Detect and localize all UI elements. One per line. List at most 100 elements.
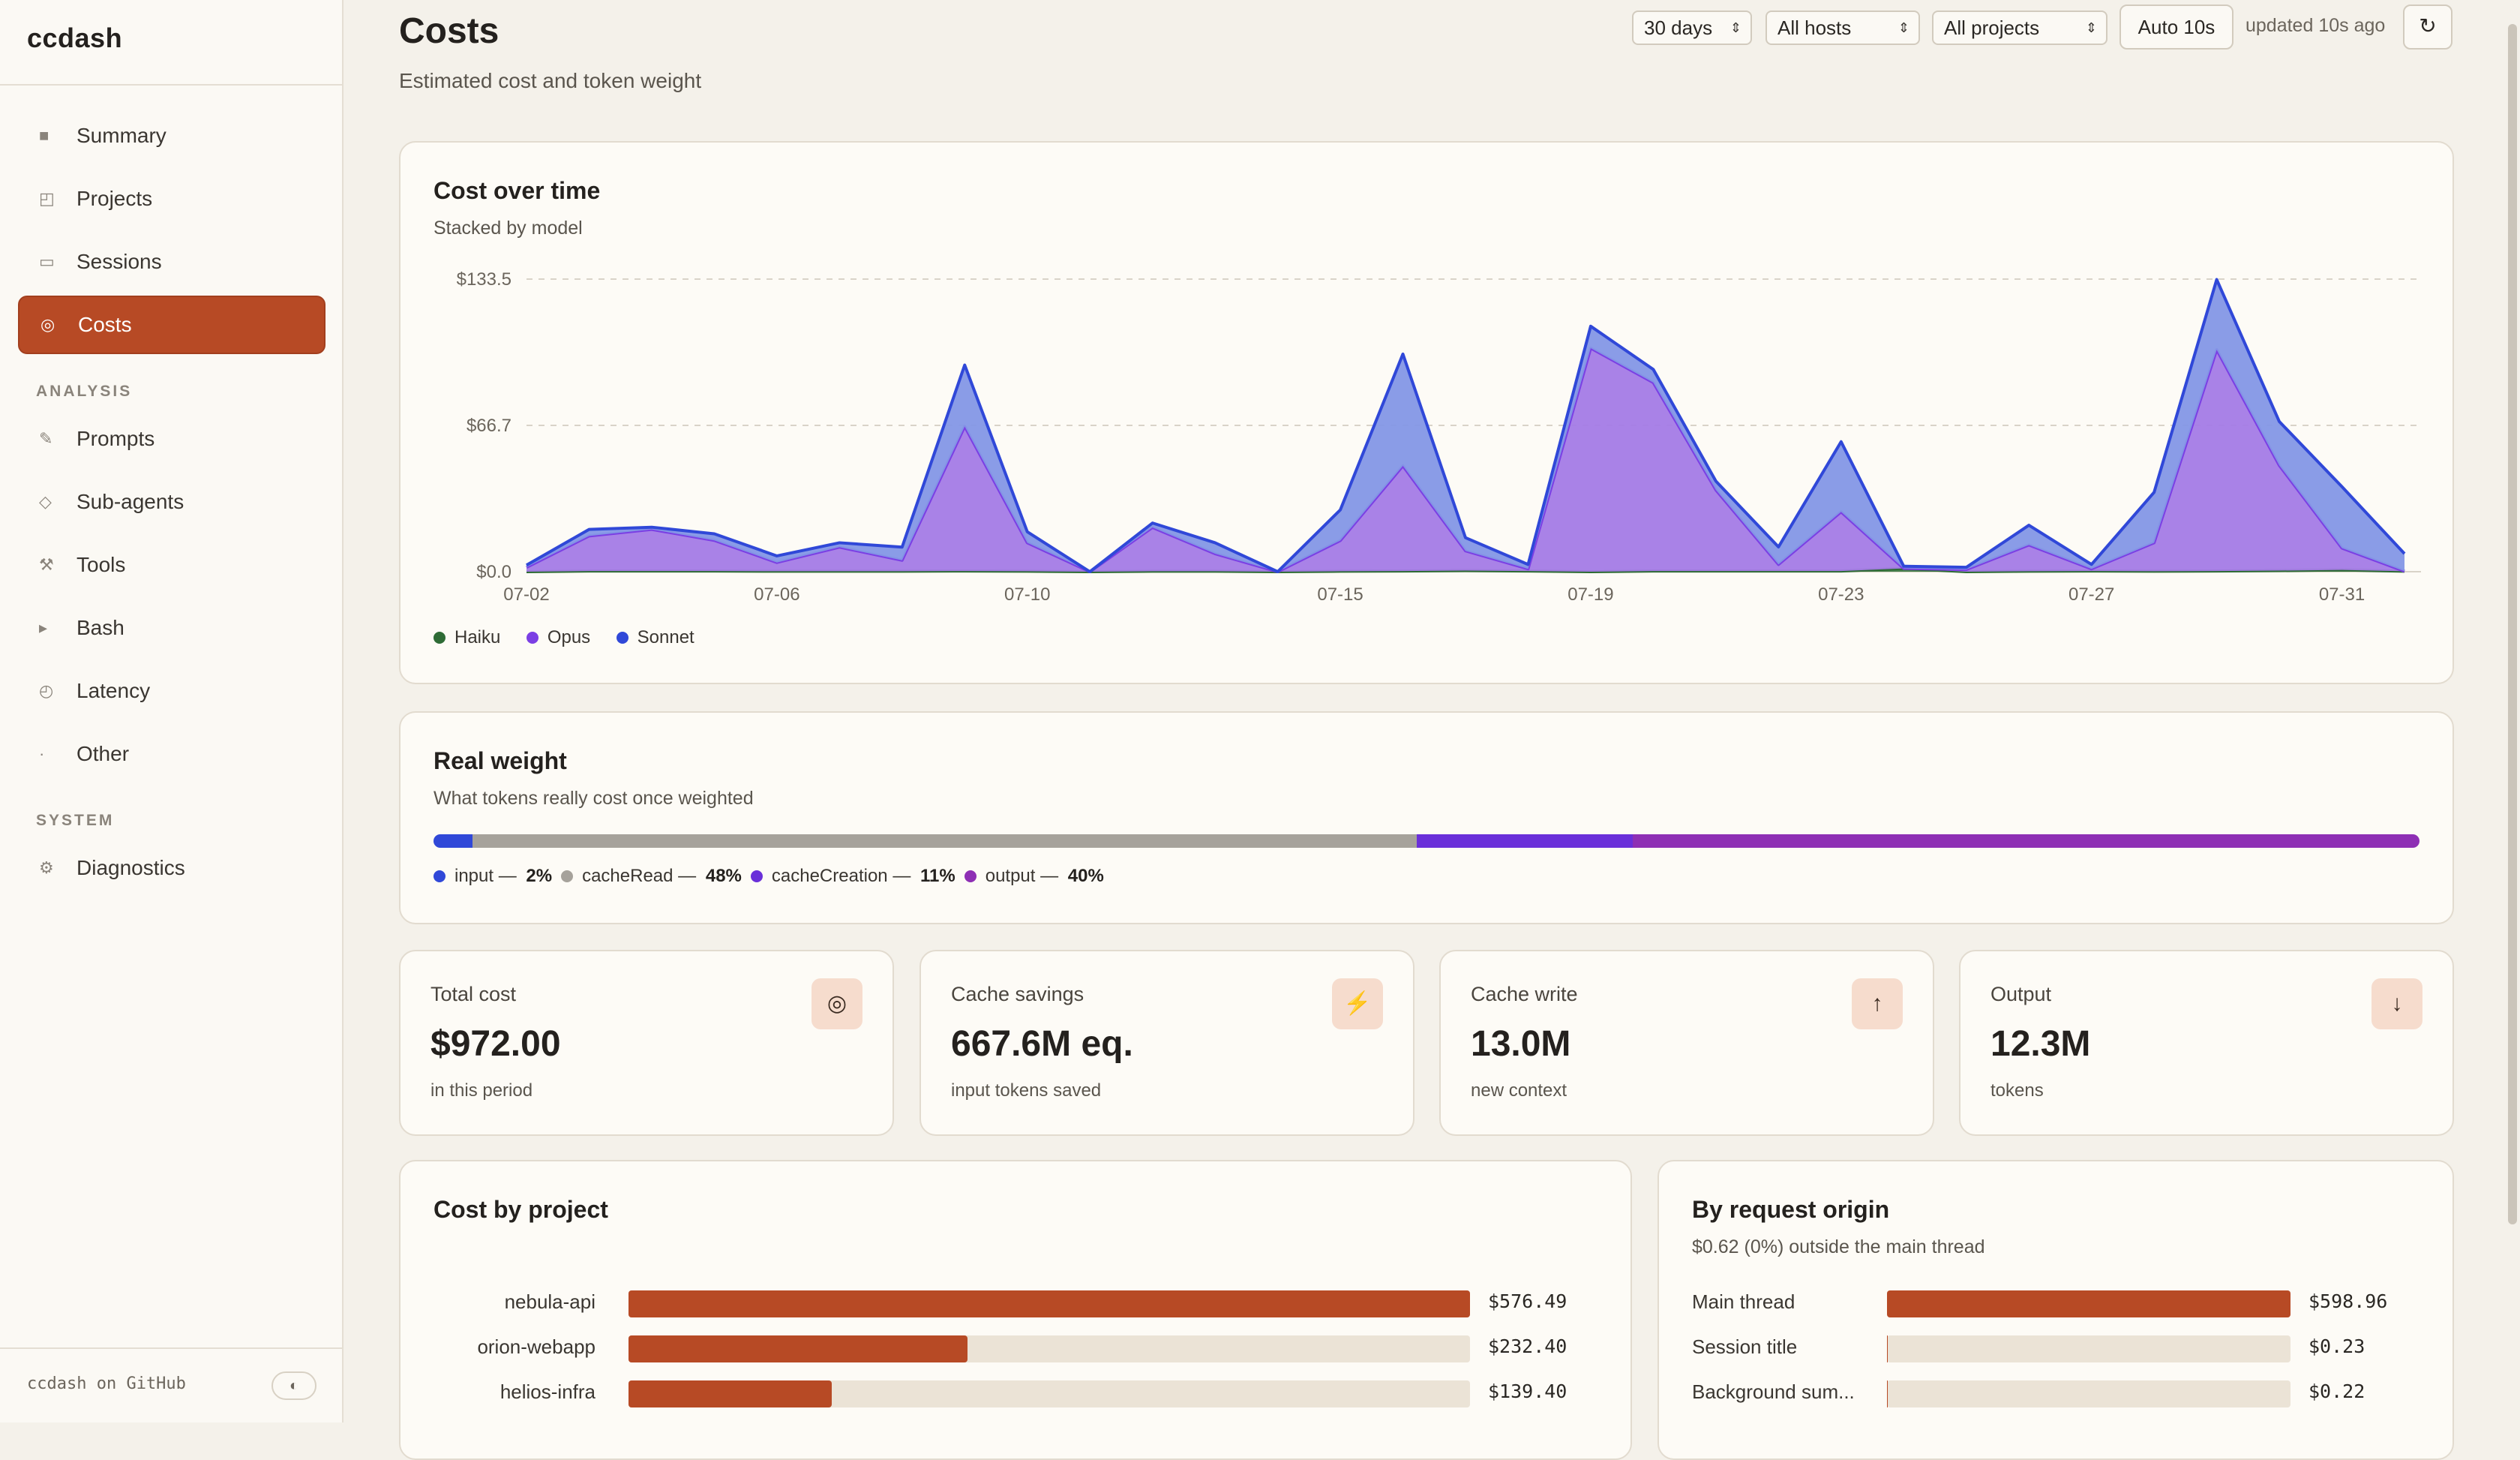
stat-card-output: Output 12.3M tokens ↓	[1959, 950, 2454, 1136]
weight-segment-input	[434, 834, 472, 848]
bar-row[interactable]: helios-infra$139.40	[400, 1379, 1630, 1409]
sidebar-item-label: Prompts	[76, 427, 154, 451]
page-subtitle: Estimated cost and token weight	[399, 69, 701, 93]
bar-value: $232.40	[1488, 1335, 1567, 1357]
stat-note: input tokens saved	[951, 1080, 1101, 1101]
bar-value: $0.23	[2308, 1335, 2365, 1357]
bar-label: nebula-api	[416, 1290, 596, 1314]
bar-label: Main thread	[1692, 1290, 1856, 1314]
sidebar-item-bash[interactable]: ▸ Bash	[18, 599, 326, 657]
hosts-select-value: All hosts	[1778, 17, 1851, 39]
chart-legend: Haiku Opus Sonnet	[434, 627, 717, 648]
card-title: Cost by project	[434, 1196, 608, 1224]
sidebar-divider	[0, 84, 342, 86]
auto-refresh-button[interactable]: Auto 10s	[2120, 5, 2234, 50]
card-title: Real weight	[434, 747, 567, 775]
stat-label: Total cost	[430, 983, 516, 1006]
legend-swatch	[434, 632, 446, 644]
pencil-icon: ✎	[39, 429, 76, 449]
stat-label: Cache savings	[951, 983, 1084, 1006]
x-tick-label: 07-10	[1004, 584, 1050, 605]
arrow-down-icon: ↓	[2372, 978, 2422, 1029]
sidebar-item-summary[interactable]: ■ Summary	[18, 107, 326, 165]
refresh-icon: ↻	[2419, 14, 2436, 38]
hosts-select[interactable]: All hosts ⇕	[1766, 11, 1920, 45]
sidebar-item-sessions[interactable]: ▭ Sessions	[18, 233, 326, 291]
rectangle-icon: ▭	[39, 252, 76, 272]
legend-opus[interactable]: Opus	[526, 627, 590, 648]
sidebar-footer-divider	[0, 1347, 342, 1349]
projects-icon: ◰	[39, 189, 76, 209]
y-tick-label: $0.0	[476, 562, 512, 582]
sidebar-item-costs[interactable]: ◎ Costs	[18, 296, 326, 354]
legend-swatch	[616, 632, 628, 644]
legend-separator: —	[1035, 866, 1063, 887]
legend-swatch	[526, 632, 538, 644]
legend-swatch	[751, 870, 763, 882]
legend-swatch	[434, 870, 446, 882]
bar-label: helios-infra	[416, 1380, 596, 1404]
sidebar-item-label: Diagnostics	[76, 856, 185, 880]
bar-row[interactable]: Main thread $598.96	[1659, 1289, 2452, 1319]
bar-row[interactable]: orion-webapp $232.40	[400, 1334, 1630, 1364]
bar-label: Background sum...	[1692, 1380, 1856, 1404]
gear-icon: ⚙	[39, 858, 76, 878]
legend-haiku[interactable]: Haiku	[434, 627, 500, 648]
theme-toggle[interactable]: ◐	[272, 1371, 316, 1400]
app-brand[interactable]: ccdash	[27, 23, 122, 54]
sidebar-item-sub-agents[interactable]: ◇ Sub-agents	[18, 473, 326, 531]
legend-sonnet[interactable]: Sonnet	[616, 627, 694, 648]
legend-label: output	[986, 866, 1036, 887]
sidebar-item-other[interactable]: · Other	[18, 725, 326, 783]
sidebar-item-projects[interactable]: ◰ Projects	[18, 170, 326, 228]
sidebar-item-label: Tools	[76, 553, 125, 577]
cost-over-time-card: Cost over time Stacked by model $0.0$66.…	[399, 141, 2454, 684]
page-scrollbar[interactable]	[2508, 24, 2517, 1224]
section-label-system: SYSTEM	[36, 812, 114, 830]
stat-note: new context	[1471, 1080, 1567, 1101]
clock-icon: ◴	[39, 681, 76, 701]
coin-icon: ◎	[812, 978, 862, 1029]
bar-fill	[1887, 1290, 2290, 1317]
bar-fill	[628, 1290, 1470, 1317]
bar-value: $598.96	[2308, 1290, 2387, 1312]
bar-track	[628, 1335, 1470, 1362]
bar-value: $576.49	[1488, 1290, 1567, 1312]
arrow-up-icon: ↑	[1852, 978, 1903, 1029]
sidebar-item-label: Latency	[76, 679, 150, 703]
legend-label: Haiku	[454, 627, 500, 648]
sidebar-item-tools[interactable]: ⚒ Tools	[18, 536, 326, 594]
bar-row[interactable]: Session title $0.23	[1659, 1334, 2452, 1364]
github-link[interactable]: ccdash on GitHub	[27, 1374, 186, 1393]
weight-stacked-bar	[434, 834, 2420, 848]
legend-label: input	[454, 866, 494, 887]
weight-legend-item: output — 40%	[964, 866, 1104, 887]
dot-icon: ·	[39, 744, 76, 764]
updown-caret-icon: ⇕	[1898, 12, 1910, 44]
sidebar-item-prompts[interactable]: ✎ Prompts	[18, 410, 326, 468]
updated-status: updated 10s ago	[2246, 15, 2385, 37]
stat-card-cache-write: Cache write 13.0M new context ↑	[1439, 950, 1934, 1136]
legend-separator: —	[494, 866, 521, 887]
bar-label: orion-webapp	[416, 1335, 596, 1359]
sidebar-item-diagnostics[interactable]: ⚙ Diagnostics	[18, 839, 326, 897]
bar-row[interactable]: nebula-api $576.49	[400, 1289, 1630, 1319]
weight-legend-item: cacheCreation — 11%	[751, 866, 956, 887]
terminal-icon: ▸	[39, 618, 76, 638]
sidebar-item-label: Bash	[76, 616, 124, 640]
refresh-button[interactable]: ↻	[2403, 5, 2452, 50]
y-tick-label: $133.5	[457, 269, 512, 290]
projects-select[interactable]: All projects ⇕	[1932, 11, 2108, 45]
x-tick-label: 07-23	[1818, 584, 1864, 605]
bar-label: Session title	[1692, 1335, 1856, 1359]
weight-segment-cachecreation	[1417, 834, 1633, 848]
bar-fill	[628, 1335, 968, 1362]
updown-caret-icon: ⇕	[1730, 12, 1742, 44]
legend-swatch	[561, 870, 573, 882]
sidebar-item-label: Sub-agents	[76, 490, 184, 514]
card-subtitle: $0.62 (0%) outside the main thread	[1692, 1236, 1985, 1258]
bar-row[interactable]: Background sum...$0.22	[1659, 1379, 2452, 1409]
range-select[interactable]: 30 days ⇕	[1632, 11, 1752, 45]
sidebar-item-latency[interactable]: ◴ Latency	[18, 662, 326, 720]
